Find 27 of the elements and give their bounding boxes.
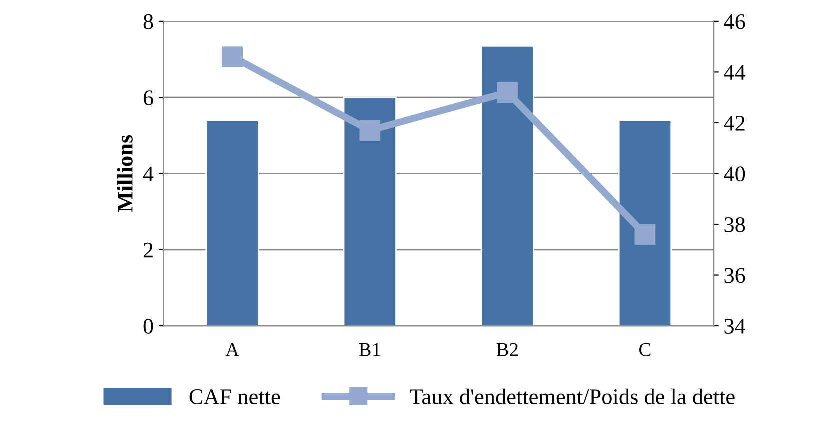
y2-tick-label: 34 — [724, 319, 746, 334]
legend-label: CAF nette — [190, 390, 280, 404]
bar — [206, 120, 260, 326]
y-tick-label: 2 — [144, 242, 153, 258]
point — [222, 46, 243, 68]
point — [634, 224, 656, 246]
x-tick-label: A — [226, 343, 240, 356]
y-axis-title: Millions — [117, 135, 133, 212]
y2-tick-label: 44 — [724, 65, 746, 80]
bar — [480, 46, 535, 326]
legend-label: Taux d'endettement/Poids de la dette — [410, 388, 735, 404]
y2-tick-label: 38 — [724, 217, 746, 232]
y2-tick-label: 46 — [724, 14, 746, 30]
y-tick-label: 6 — [144, 90, 154, 106]
bar — [618, 120, 672, 326]
x-tick-label: B2 — [496, 343, 518, 356]
x-tick-label: B1 — [359, 343, 380, 356]
y2-tick-label: 40 — [724, 166, 746, 182]
point — [497, 82, 518, 103]
x-tick-label: C — [640, 343, 651, 356]
y2-tick-label: 42 — [724, 116, 745, 131]
point — [360, 120, 381, 142]
y-tick-label: 0 — [144, 318, 154, 334]
y-tick-label: 4 — [143, 166, 154, 182]
y-tick-label: 8 — [144, 14, 154, 30]
y2-tick-label: 36 — [724, 268, 746, 284]
bar — [343, 96, 397, 326]
